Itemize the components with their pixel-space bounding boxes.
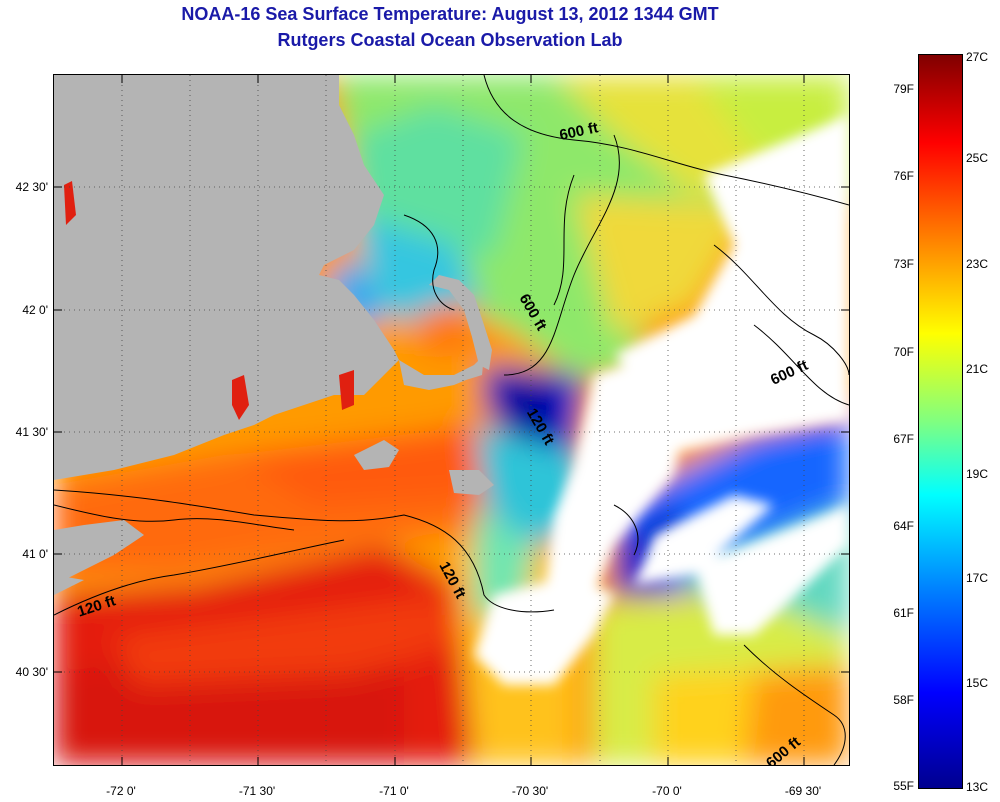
lat-label: 40 30' xyxy=(15,665,48,679)
lon-label: -70 30' xyxy=(511,784,549,798)
frame-ticks xyxy=(54,75,849,765)
depth-contours xyxy=(54,75,849,765)
colorbar-celsius-label: 25C xyxy=(966,151,989,165)
land xyxy=(54,75,494,595)
colorbar-celsius-label: 15C xyxy=(966,676,989,690)
lon-label: -72 0' xyxy=(106,784,136,798)
lon-label: -70 0' xyxy=(652,784,682,798)
colorbar-fahrenheit-label: 79F xyxy=(893,82,914,96)
colorbar-celsius-label: 19C xyxy=(966,467,989,481)
colorbar-celsius-label: 27C xyxy=(966,50,989,64)
lon-label: -69 30' xyxy=(784,784,822,798)
colorbar-fahrenheit-label: 73F xyxy=(893,257,914,271)
colorbar-fahrenheit-label: 58F xyxy=(893,693,914,707)
colorbar-celsius-label: 13C xyxy=(966,780,989,794)
lon-label: -71 0' xyxy=(379,784,409,798)
colorbar-fahrenheit-label: 55F xyxy=(893,779,914,793)
lat-label: 41 0' xyxy=(22,547,48,561)
lat-label: 42 30' xyxy=(15,180,48,194)
colorbar-celsius-label: 21C xyxy=(966,362,989,376)
lon-label: -71 30' xyxy=(238,784,276,798)
map-canvas: 600 ft 600 ft 600 ft 600 ft 120 ft 120 f… xyxy=(54,75,849,765)
sst-map[interactable]: 600 ft 600 ft 600 ft 600 ft 120 ft 120 f… xyxy=(53,74,850,766)
lat-label: 42 0' xyxy=(22,303,48,317)
no-data-regions xyxy=(474,115,849,685)
colorbar-fahrenheit-label: 70F xyxy=(893,345,914,359)
temperature-colorbar xyxy=(918,54,963,789)
graticule xyxy=(54,75,849,765)
title-line-1: NOAA-16 Sea Surface Temperature: August … xyxy=(181,4,719,24)
estuaries xyxy=(64,181,354,420)
colorbar-fahrenheit-label: 76F xyxy=(893,169,914,183)
colorbar-fahrenheit-label: 61F xyxy=(893,606,914,620)
colorbar-celsius-label: 17C xyxy=(966,571,989,585)
colorbar-celsius-label: 23C xyxy=(966,257,989,271)
colorbar-fahrenheit-label: 67F xyxy=(893,432,914,446)
title-line-2: Rutgers Coastal Ocean Observation Lab xyxy=(277,30,623,50)
lat-label: 41 30' xyxy=(15,425,48,439)
colorbar-fahrenheit-label: 64F xyxy=(893,519,914,533)
